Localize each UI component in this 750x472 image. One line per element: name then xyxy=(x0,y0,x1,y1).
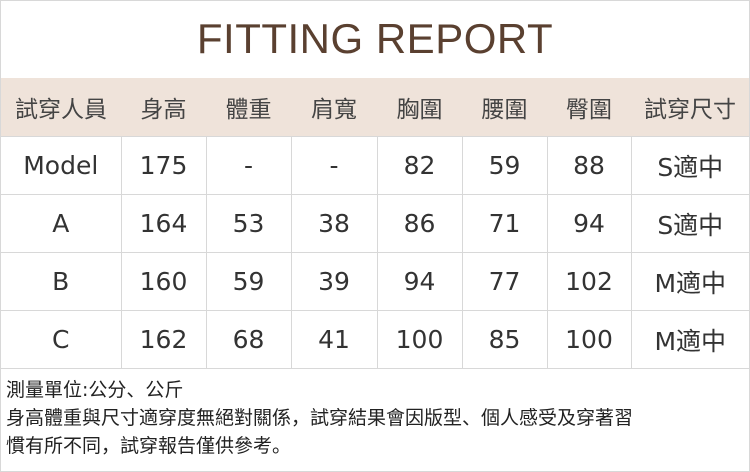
table-row: Model 175- -82 59 88 S適中 xyxy=(1,136,749,195)
table-cell: C xyxy=(1,310,122,369)
table-cell: 59 xyxy=(461,136,548,195)
table-cell: 175 xyxy=(120,136,207,195)
header-cell: 腰圍 xyxy=(462,78,547,137)
table-cell: 160 xyxy=(120,252,207,311)
unit-note: 測量單位:公分、公斤 xyxy=(6,379,184,401)
table-cell: 100 xyxy=(376,310,463,369)
table-cell: 71 xyxy=(461,194,548,253)
table-cell: M適中 xyxy=(630,252,749,311)
table-cell: 85 xyxy=(461,310,548,369)
table-cell: M適中 xyxy=(630,310,749,369)
table-cell: 94 xyxy=(546,194,632,253)
table-cell: 38 xyxy=(290,194,378,253)
table-row: A 164 53 38 86 71 94 S適中 xyxy=(1,194,749,253)
table-cell: - xyxy=(205,136,292,195)
table-cell: 94 xyxy=(376,252,463,311)
table-cell: S適中 xyxy=(630,136,749,195)
table-row: C 162 68 41 100 85 100 M適中 xyxy=(1,310,749,369)
header-cell: 胸圍 xyxy=(377,78,462,137)
header-cell: 身高 xyxy=(121,78,206,137)
header-cell: 體重 xyxy=(206,78,291,137)
header-cell: 試穿人員 xyxy=(1,78,121,137)
table-cell: 88 xyxy=(546,136,632,195)
table-cell: 77 xyxy=(461,252,548,311)
table-cell: 164 xyxy=(120,194,207,253)
table-cell: 39 xyxy=(290,252,378,311)
table-cell: A xyxy=(1,194,122,253)
table-cell: 86 xyxy=(376,194,463,253)
table-cell: Model xyxy=(1,136,122,195)
table-cell: 59 xyxy=(205,252,292,311)
table-cell: B xyxy=(1,252,122,311)
fitting-table: 試穿人員 身高 體重 肩寬 胸圍 腰圍 臀圍 試穿尺寸 Model 175- -82… xyxy=(1,78,749,369)
table-cell: - xyxy=(290,136,378,195)
table-cell: 162 xyxy=(120,310,207,369)
page-title: FITTING REPORT xyxy=(196,15,554,62)
disclaimer-line-2: 慣有所不同，試穿報告僅供參考。 xyxy=(6,435,292,457)
table-cell: 82 xyxy=(376,136,463,195)
header-row: 試穿人員 身高 體重 肩寬 胸圍 腰圍 臀圍 試穿尺寸 xyxy=(1,78,749,137)
table-cell: 100 xyxy=(546,310,632,369)
notes: 測量單位:公分、公斤 身高體重與尺寸適穿度無絕對關係，試穿結果會因版型、個人感受… xyxy=(6,376,744,460)
table-cell: 68 xyxy=(205,310,292,369)
table-cell: 53 xyxy=(205,194,292,253)
header-cell: 肩寬 xyxy=(291,78,377,137)
table-cell: 41 xyxy=(290,310,378,369)
table-row: B 160 59 39 94 77 102 M適中 xyxy=(1,252,749,311)
table-cell: 102 xyxy=(546,252,632,311)
header-cell: 臀圍 xyxy=(547,78,631,137)
header-cell: 試穿尺寸 xyxy=(631,78,749,137)
disclaimer-line-1: 身高體重與尺寸適穿度無絕對關係，試穿結果會因版型、個人感受及穿著習 xyxy=(6,407,634,429)
table-cell: S適中 xyxy=(630,194,749,253)
